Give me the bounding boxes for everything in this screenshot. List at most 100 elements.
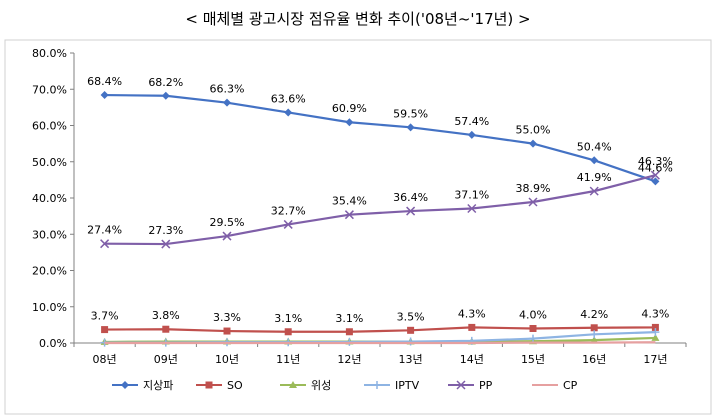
data-point bbox=[101, 326, 109, 334]
series-layer bbox=[100, 91, 660, 347]
data-point bbox=[162, 325, 170, 333]
data-point bbox=[529, 139, 537, 148]
data-label: 4.3% bbox=[458, 307, 486, 320]
chart-title: < 매체별 광고시장 점유율 변화 추이('08년~'17년) > bbox=[185, 10, 530, 28]
data-label: 27.3% bbox=[148, 224, 183, 237]
data-point bbox=[100, 91, 109, 100]
y-tick-label: 70.0% bbox=[32, 83, 67, 96]
data-point bbox=[468, 323, 476, 331]
axes: 0.0% 10.0% 20.0% 30.0% 40.0% 50.0% 60.0% 70.0% 8… bbox=[32, 47, 687, 366]
data-point bbox=[406, 123, 415, 132]
data-label: 44.6% bbox=[638, 161, 673, 174]
data-point bbox=[651, 323, 659, 331]
data-label: 46.3% bbox=[638, 155, 673, 168]
y-tick-label: 0.0% bbox=[39, 337, 67, 350]
data-point bbox=[283, 219, 293, 229]
x-tick-label: 09년 bbox=[154, 353, 178, 366]
data-label: 3.7% bbox=[91, 310, 119, 323]
x-tick-label: 10년 bbox=[215, 353, 239, 366]
x-tick-label: 15년 bbox=[521, 353, 545, 366]
data-label: 41.9% bbox=[577, 171, 612, 184]
legend-label: SO bbox=[227, 379, 243, 392]
series-line bbox=[104, 326, 656, 333]
series-line bbox=[104, 93, 656, 183]
series-0 bbox=[100, 91, 660, 186]
data-label: 3.1% bbox=[335, 312, 363, 325]
y-tick-label: 10.0% bbox=[32, 301, 67, 314]
x-tick-label: 13년 bbox=[399, 353, 423, 366]
data-point bbox=[590, 330, 599, 339]
legend-item: 지상파 bbox=[112, 379, 173, 392]
legend-marker bbox=[456, 380, 466, 390]
data-point bbox=[407, 326, 415, 334]
data-label: 37.1% bbox=[454, 189, 489, 202]
y-tick-label: 20.0% bbox=[32, 265, 67, 278]
data-label: 63.6% bbox=[271, 92, 306, 105]
x-tick-label: 12년 bbox=[337, 353, 361, 366]
data-point bbox=[528, 197, 538, 207]
data-labels: 68.4% 68.2% 66.3% 63.6% 60.9% 59.5% 57.4% 55.0%… bbox=[87, 75, 673, 325]
data-label: 50.4% bbox=[577, 140, 612, 153]
data-label: 32.7% bbox=[271, 204, 306, 217]
data-point bbox=[529, 334, 537, 343]
data-point bbox=[222, 231, 232, 241]
data-label: 3.1% bbox=[274, 312, 302, 325]
data-point bbox=[650, 170, 660, 180]
y-tick-label: 40.0% bbox=[32, 192, 67, 205]
data-label: 4.3% bbox=[641, 307, 669, 320]
y-tick-label: 50.0% bbox=[32, 156, 67, 169]
legend-item: IPTV bbox=[364, 379, 420, 392]
data-point bbox=[345, 328, 353, 336]
legend-label: 위성 bbox=[311, 379, 331, 392]
data-label: 68.4% bbox=[87, 75, 122, 88]
data-point bbox=[651, 333, 660, 341]
series-5 bbox=[104, 341, 656, 345]
series-line bbox=[104, 341, 656, 345]
data-point bbox=[590, 324, 598, 332]
data-label: 68.2% bbox=[148, 76, 183, 89]
data-label: 27.4% bbox=[87, 224, 122, 237]
x-tick-label: 08년 bbox=[93, 353, 117, 366]
data-label: 57.4% bbox=[454, 115, 489, 128]
legend-item: PP bbox=[448, 379, 493, 392]
data-point bbox=[161, 91, 170, 100]
data-label: 36.4% bbox=[393, 191, 428, 204]
data-point bbox=[651, 177, 660, 186]
series-4 bbox=[100, 170, 660, 249]
x-tick-label: 17년 bbox=[643, 353, 667, 366]
data-point bbox=[284, 108, 293, 117]
series-1 bbox=[101, 323, 659, 336]
data-point bbox=[406, 337, 415, 346]
data-label: 66.3% bbox=[210, 83, 245, 96]
data-point bbox=[284, 328, 292, 336]
legend-label: 지상파 bbox=[143, 379, 173, 392]
data-point bbox=[467, 203, 477, 214]
data-point bbox=[529, 325, 537, 332]
y-tick-label: 60.0% bbox=[32, 120, 67, 133]
data-label: 3.5% bbox=[397, 310, 425, 323]
data-label: 55.0% bbox=[516, 124, 551, 137]
data-label: 3.3% bbox=[213, 311, 241, 324]
legend-item: 위성 bbox=[280, 379, 331, 392]
data-point bbox=[223, 327, 231, 335]
legend-item: CP bbox=[532, 379, 578, 392]
data-label: 4.2% bbox=[580, 308, 608, 321]
data-point bbox=[345, 118, 354, 127]
legend-label: PP bbox=[479, 379, 493, 392]
data-label: 4.0% bbox=[519, 309, 547, 322]
x-tick-label: 11년 bbox=[276, 353, 300, 366]
data-label: 38.9% bbox=[516, 182, 551, 195]
data-label: 29.5% bbox=[210, 216, 245, 229]
data-point bbox=[223, 98, 231, 107]
data-point bbox=[100, 239, 110, 249]
series-line bbox=[104, 174, 656, 246]
y-tick-label: 30.0% bbox=[32, 228, 67, 241]
data-point bbox=[590, 156, 599, 165]
data-point bbox=[467, 130, 476, 139]
data-label: 35.4% bbox=[332, 195, 367, 208]
plot-frame bbox=[4, 39, 712, 415]
y-tick-label: 80.0% bbox=[32, 47, 67, 60]
data-point bbox=[590, 336, 599, 344]
legend-marker bbox=[289, 381, 297, 388]
x-tick-label: 14년 bbox=[460, 353, 484, 366]
